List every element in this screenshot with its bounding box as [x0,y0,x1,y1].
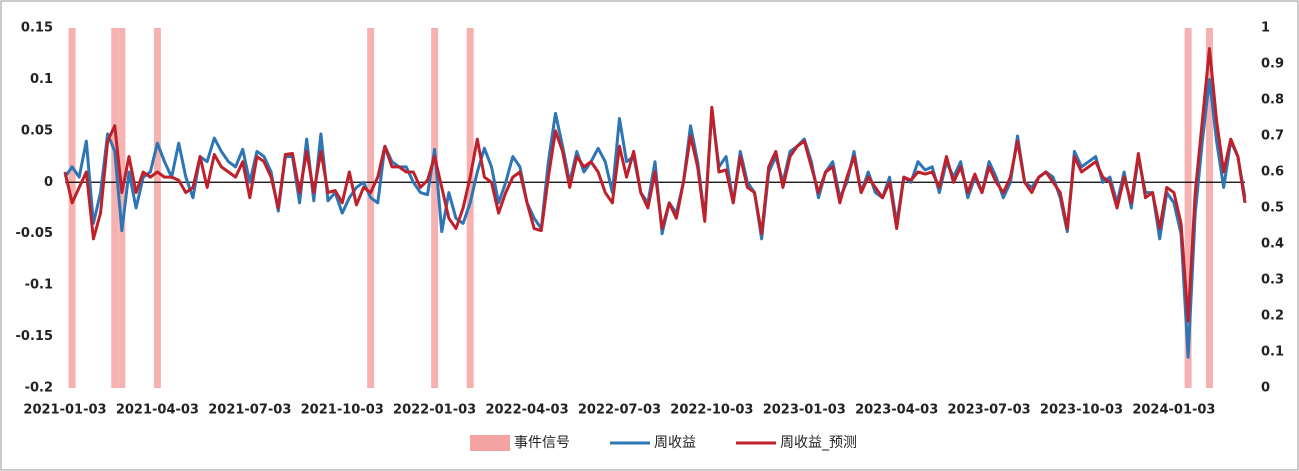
legend-label: 周收益_预测 [780,435,857,451]
x-tick-label: 2022-01-03 [393,403,476,418]
legend-swatch [470,435,510,451]
event-bar [118,28,126,388]
event-bar [466,28,474,388]
y2-tick-label: 0.6 [1261,165,1284,180]
x-tick-label: 2023-04-03 [855,403,938,418]
event-bar [431,28,439,388]
legend-label: 事件信号 [514,435,570,451]
x-tick-label: 2023-07-03 [948,403,1031,418]
y-tick-label: 0.05 [21,123,53,138]
y2-tick-label: 0.2 [1261,309,1284,324]
x-tick-label: 2021-07-03 [208,403,291,418]
y2-tick-label: 0.3 [1261,273,1284,288]
x-tick-label: 2022-10-03 [670,403,753,418]
x-tick-label: 2024-01-03 [1132,403,1215,418]
y2-tick-label: 1 [1261,21,1270,36]
x-tick-label: 2021-01-03 [23,403,106,418]
y2-tick-label: 0.1 [1261,345,1284,360]
y2-tick-label: 0.4 [1261,237,1284,252]
x-tick-label: 2023-01-03 [763,403,846,418]
x-tick-label: 2021-04-03 [116,403,199,418]
y-tick-label: -0.1 [25,278,53,293]
x-tick-label: 2023-10-03 [1040,403,1123,418]
event-bar [1205,28,1213,388]
x-tick-label: 2021-10-03 [301,403,384,418]
event-bar [153,28,161,388]
y-tick-label: 0 [44,175,53,190]
legend-label: 周收益 [654,435,696,451]
y2-tick-label: 0.5 [1261,201,1284,216]
event-bar [1184,28,1192,388]
y-tick-label: 0.1 [30,72,53,87]
x-tick-label: 2022-07-03 [578,403,661,418]
event-bar [367,28,375,388]
y2-tick-label: 0.7 [1261,129,1284,144]
y2-tick-label: 0.9 [1261,57,1284,72]
y2-tick-label: 0 [1261,381,1270,396]
event-bar [68,28,76,388]
series-line [63,47,1247,323]
y-tick-label: -0.05 [16,226,53,241]
y-tick-label: -0.2 [25,381,53,396]
event-bar [111,28,119,388]
x-tick-label: 2022-04-03 [485,403,568,418]
y2-tick-label: 0.8 [1261,93,1284,108]
y-tick-label: -0.15 [16,329,53,344]
y-tick-label: 0.15 [21,21,53,36]
